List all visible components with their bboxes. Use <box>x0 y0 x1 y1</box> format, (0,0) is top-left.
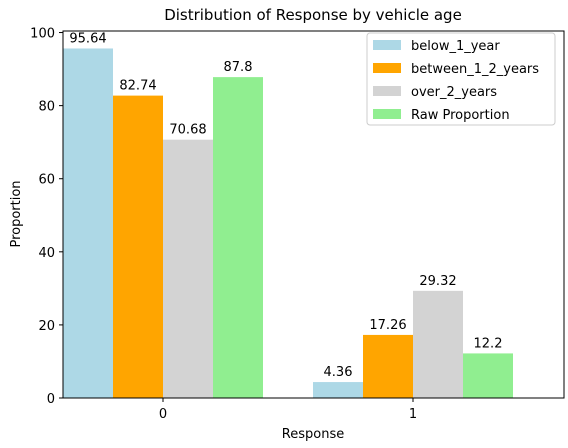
x-tick-label: 1 <box>409 407 417 422</box>
legend-swatch-between_1_2_years <box>373 63 401 73</box>
legend-label-below_1_year: below_1_year <box>411 39 500 54</box>
legend-label-between_1_2_years: between_1_2_years <box>411 62 539 77</box>
bar-over_2_years-1 <box>413 290 463 398</box>
y-axis: 0 20 40 60 80 100 <box>30 27 63 407</box>
y-axis-label: Proportion <box>9 180 24 247</box>
bar-below_1_year-1 <box>313 382 363 398</box>
legend-swatch-over_2_years <box>373 86 401 96</box>
bars-group <box>63 48 513 399</box>
legend-label-Raw Proportion: Raw Proportion <box>411 108 510 123</box>
legend-label-over_2_years: over_2_years <box>411 85 497 100</box>
y-tick-label: 60 <box>38 173 55 188</box>
data-labels-group: 95.64 4.36 82.74 17.26 70.68 29.32 87.8 12.2 <box>69 31 502 380</box>
legend-frame <box>366 32 556 126</box>
bar-below_1_year-0 <box>63 48 113 398</box>
bar-between_1_2_years-1 <box>363 334 413 398</box>
y-tick-label: 80 <box>38 100 55 115</box>
x-axis-label: Response <box>282 427 344 442</box>
legend-swatch-Raw Proportion <box>373 109 401 119</box>
y-tick-label: 0 <box>47 392 55 407</box>
y-tick-label: 40 <box>38 246 55 261</box>
data-label-Raw Proportion-1: 12.2 <box>474 336 503 351</box>
data-label-below_1_year-1: 4.36 <box>324 365 353 380</box>
data-label-over_2_years-0: 70.68 <box>169 123 206 138</box>
legend: below_1_year between_1_2_years over_2_year… <box>366 32 556 126</box>
data-label-between_1_2_years-0: 82.74 <box>119 79 156 94</box>
bar-between_1_2_years-0 <box>113 95 163 399</box>
plot-frame <box>62 30 565 399</box>
bar-Raw Proportion-1 <box>463 353 513 398</box>
data-label-below_1_year-0: 95.64 <box>69 31 106 46</box>
legend-swatch-below_1_year <box>373 40 401 50</box>
data-label-over_2_years-1: 29.32 <box>419 274 456 289</box>
data-label-between_1_2_years-1: 17.26 <box>369 318 406 333</box>
data-label-Raw Proportion-0: 87.8 <box>224 60 253 75</box>
x-tick-label: 0 <box>159 407 167 422</box>
bar-Raw Proportion-0 <box>213 77 263 399</box>
y-tick-label: 20 <box>38 319 55 334</box>
y-tick-label: 100 <box>30 27 55 42</box>
chart-title: Distribution of Response by vehicle age <box>164 6 462 24</box>
bar-over_2_years-0 <box>163 139 213 398</box>
